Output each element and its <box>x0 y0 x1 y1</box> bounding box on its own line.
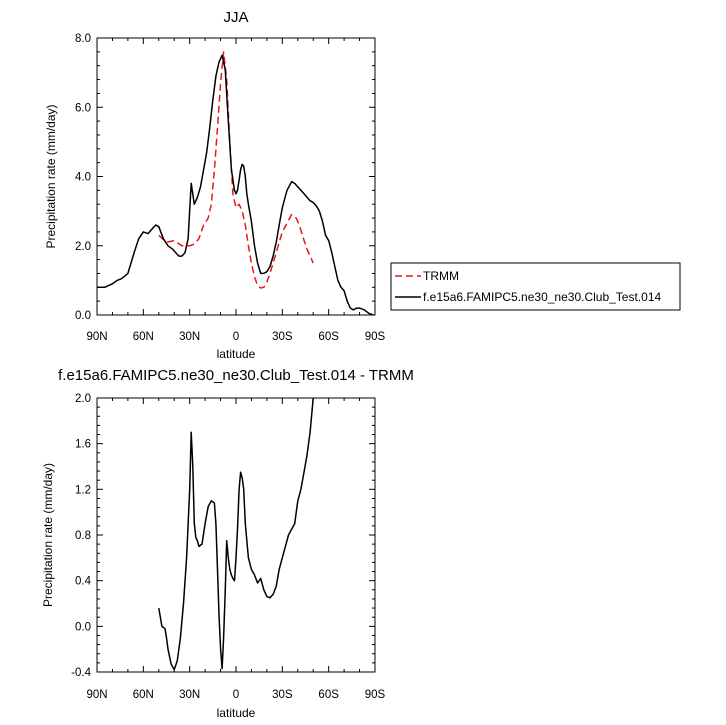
x-tick-label: 60S <box>318 689 339 701</box>
chart-title: JJA <box>223 9 248 26</box>
y-tick-label: 0.0 <box>75 310 91 322</box>
y-tick-label: -0.4 <box>71 667 91 679</box>
series-line-difference <box>158 398 314 671</box>
x-tick-label: 30N <box>179 689 200 701</box>
y-tick-label: 1.2 <box>75 484 91 496</box>
x-tick-label: 90S <box>365 331 386 343</box>
y-tick-label: 6.0 <box>75 102 91 114</box>
plot-frame <box>96 397 376 673</box>
x-tick-label: 30S <box>272 331 293 343</box>
x-tick-label: 90N <box>86 689 107 701</box>
plot-frame <box>96 37 376 316</box>
y-tick-label: 4.0 <box>75 172 91 184</box>
y-axis-label: Precipitation rate (mm/day) <box>41 463 55 607</box>
y-tick-label: 0.8 <box>75 530 91 542</box>
y-tick-label: 0.4 <box>75 576 92 588</box>
x-tick-label: 60N <box>133 689 154 701</box>
x-axis-label: latitude <box>217 706 256 720</box>
y-tick-label: 2.0 <box>75 241 91 253</box>
x-tick-label: 90S <box>365 689 386 701</box>
x-tick-label: 60N <box>133 331 154 343</box>
x-axis-label: latitude <box>217 347 256 361</box>
y-tick-label: 2.0 <box>75 393 91 405</box>
y-tick-label: 0.0 <box>75 621 91 633</box>
y-tick-label: 1.6 <box>75 439 91 451</box>
x-tick-label: 90N <box>86 331 107 343</box>
series-line-trmm <box>158 51 314 289</box>
series-line-f-e15a6-famipc5-ne30-ne30-club-test-014 <box>97 54 374 315</box>
legend-box <box>390 262 681 311</box>
chart-title: f.e15a6.FAMIPC5.ne30_ne30.Club_Test.014 … <box>58 367 414 384</box>
y-tick-label: 8.0 <box>75 33 91 45</box>
legend-label: f.e15a6.FAMIPC5.ne30_ne30.Club_Test.014 <box>423 290 661 304</box>
y-axis-label: Precipitation rate (mm/day) <box>44 104 58 248</box>
legend-label: TRMM <box>423 269 459 283</box>
x-tick-label: 30N <box>179 331 200 343</box>
x-tick-label: 0 <box>233 331 239 343</box>
x-tick-label: 60S <box>318 331 339 343</box>
x-tick-label: 30S <box>272 689 293 701</box>
x-tick-label: 0 <box>233 689 239 701</box>
